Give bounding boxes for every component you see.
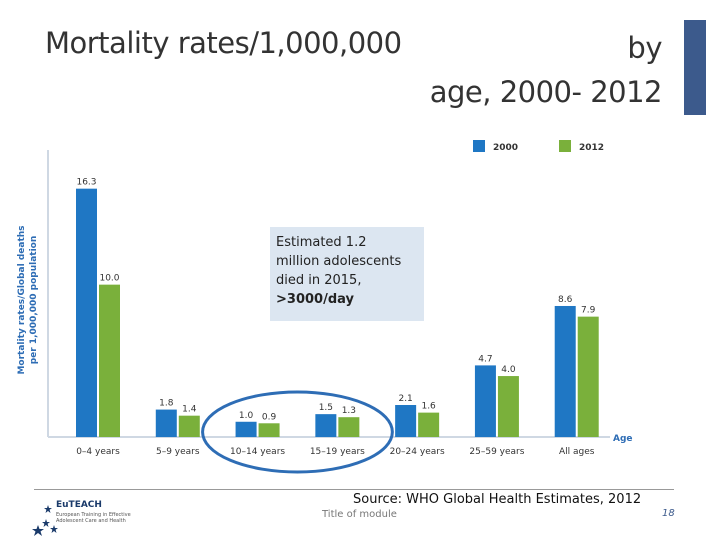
page-title-left: Mortality rates/1,000,000	[45, 26, 402, 60]
data-label-2000-2: 1.0	[239, 411, 254, 421]
callout-line-1: Estimated 1.2	[276, 235, 367, 250]
legend-swatch-2000	[473, 140, 485, 152]
data-label-2012-5: 4.0	[501, 365, 516, 375]
data-label-2000-6: 8.6	[558, 295, 573, 305]
data-label-2012-2: 0.9	[262, 412, 277, 422]
x-tick-label-0: 0–4 years	[76, 447, 120, 457]
legend-label-2000: 2000	[493, 143, 518, 153]
footer-divider	[34, 489, 674, 490]
x-tick-label-3: 15–19 years	[310, 447, 365, 457]
data-label-2000-1: 1.8	[159, 399, 174, 409]
bar-2000-3	[315, 414, 337, 437]
callout-line-3: died in 2015,	[276, 273, 362, 288]
title-by: by	[627, 31, 662, 65]
logo-subtitle: European Training in Effective Adolescen…	[56, 512, 131, 524]
highlight-ellipse	[201, 390, 394, 474]
bar-2000-4	[395, 405, 417, 437]
eutech-logo-icon	[32, 505, 58, 536]
bar-2012-4	[418, 412, 440, 437]
bar-2012-0	[99, 284, 120, 437]
data-label-2012-6: 7.9	[581, 306, 596, 316]
title-age-range: age, 2000- 2012	[429, 75, 663, 109]
bar-2000-1	[155, 409, 177, 437]
page-title-right: by age, 2000- 2012	[429, 26, 663, 114]
bar-2000-0	[76, 188, 97, 437]
x-tick-label-4: 20–24 years	[390, 447, 445, 457]
bar-2012-6	[577, 316, 599, 437]
data-label-2000-4: 2.1	[398, 394, 412, 404]
x-tick-label-6: All ages	[559, 447, 595, 457]
callout-line-2: million adolescents	[276, 254, 402, 269]
data-label-2012-3: 1.3	[342, 406, 356, 416]
bar-2000-6	[554, 305, 576, 437]
page-number: 18	[662, 508, 675, 519]
callout-box: Estimated 1.2 million adolescents died i…	[270, 227, 424, 321]
x-tick-label-5: 25–59 years	[469, 447, 524, 457]
logo-title: EuTEACH	[56, 500, 102, 510]
data-label-2012-1: 1.4	[182, 405, 197, 415]
bar-2000-5	[474, 365, 496, 437]
data-label-2000-5: 4.7	[478, 354, 492, 364]
x-axis-label: Age	[613, 434, 633, 444]
x-tick-label-1: 5–9 years	[156, 447, 200, 457]
data-label-2012-0: 10.0	[99, 274, 119, 284]
y-axis-label-line-1: Mortality rates/Global deaths	[17, 225, 27, 374]
x-tick-label-2: 10–14 years	[230, 447, 285, 457]
bar-2000-2	[235, 421, 257, 437]
callout-line-4: >3000/day	[276, 292, 354, 307]
bar-2012-5	[497, 376, 519, 437]
accent-bar	[684, 20, 706, 115]
data-label-2000-3: 1.5	[319, 403, 333, 413]
footer-module-title: Title of module	[322, 509, 397, 520]
data-label-2000-0: 16.3	[76, 178, 96, 188]
legend-swatch-2012	[559, 140, 571, 152]
bar-2012-2	[258, 423, 280, 437]
bar-2012-3	[338, 417, 360, 437]
data-label-2012-4: 1.6	[421, 402, 436, 412]
legend-label-2012: 2012	[579, 143, 604, 153]
bar-2012-1	[178, 415, 200, 437]
y-axis-label-line-2: per 1,000,000 population	[29, 236, 39, 365]
source-citation: Source: WHO Global Health Estimates, 201…	[353, 492, 642, 507]
